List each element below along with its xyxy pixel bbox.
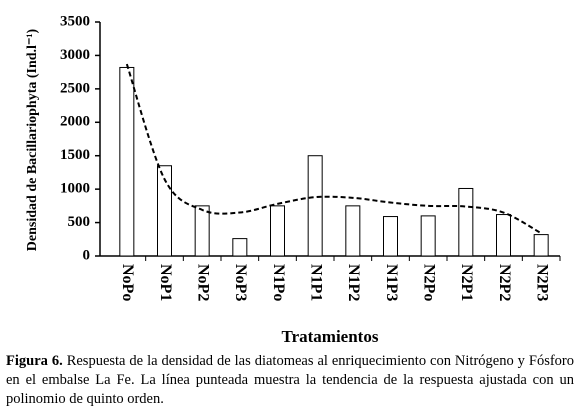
x-tick-label: NoP2 <box>194 264 211 301</box>
x-tick-label: NoP3 <box>232 264 249 301</box>
bar <box>232 238 248 257</box>
x-tick-label: NoPo <box>119 264 136 301</box>
y-tick-label: 3500 <box>60 13 90 29</box>
caption-text: Respuesta de la densidad de las diatomea… <box>6 353 575 407</box>
caption: Figura 6. Respuesta de la densidad de la… <box>6 352 574 409</box>
y-tick-label: 0 <box>83 247 91 263</box>
trend-line <box>125 63 542 235</box>
bar <box>383 216 398 257</box>
x-tick-label: N1P1 <box>307 264 324 301</box>
y-tick-label: 2000 <box>60 114 90 130</box>
y-tick-label: 500 <box>68 214 91 230</box>
y-tick-label: 1500 <box>60 147 90 163</box>
bar <box>496 214 511 257</box>
x-tick-label: N1P3 <box>383 264 400 301</box>
bar <box>194 205 210 257</box>
y-tick-label: 1000 <box>60 181 90 197</box>
bar <box>420 215 436 257</box>
caption-label: Figura 6. <box>6 353 63 369</box>
x-tick-label: N2P2 <box>496 264 513 301</box>
bar <box>307 155 323 257</box>
bar <box>270 205 285 257</box>
x-axis-title: Tratamientos <box>282 327 379 346</box>
bar <box>533 234 549 257</box>
x-tick-label: N1Po <box>270 264 287 301</box>
chart: Tratamientos Densidad de Bacillariophyta… <box>25 13 561 346</box>
bar <box>458 187 474 257</box>
bar <box>119 66 135 257</box>
bar <box>345 205 361 257</box>
x-tick-label: N1P2 <box>345 264 362 301</box>
x-tick-label: N2P1 <box>458 264 475 301</box>
x-tick-label: NoP1 <box>157 264 174 301</box>
x-tick-label: N2P3 <box>533 264 550 301</box>
x-tick-label: N2Po <box>420 264 437 301</box>
y-axis-title: Densidad de Bacillariophyta (Ind.l⁻¹) <box>25 28 40 251</box>
bar <box>157 165 172 257</box>
y-tick-label: 3000 <box>60 47 90 63</box>
y-tick-label: 2500 <box>60 80 90 96</box>
